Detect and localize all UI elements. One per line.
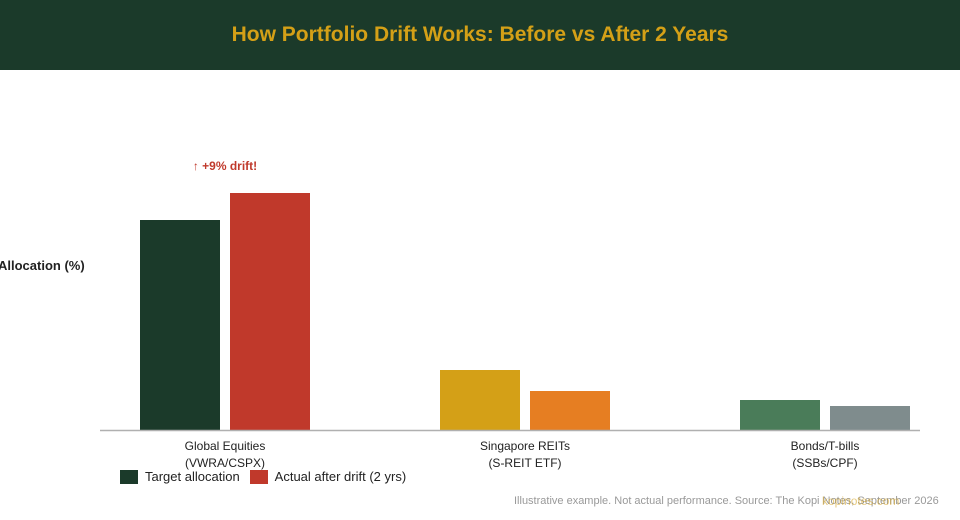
x-tick-label-1-1: (S-REIT ETF) bbox=[488, 456, 561, 470]
legend-item-actual: Actual after drift (2 yrs) bbox=[249, 469, 407, 484]
bar-actual-2 bbox=[830, 406, 910, 430]
bar-actual-1 bbox=[530, 391, 610, 430]
x-tick-label-2-1: (SSBs/CPF) bbox=[792, 456, 857, 470]
chart-title: How Portfolio Drift Works: Before vs Aft… bbox=[231, 23, 729, 46]
legend-item-target: Target allocation bbox=[120, 469, 240, 484]
legend-label-target: Target allocation bbox=[145, 469, 240, 484]
bar-target-1 bbox=[440, 370, 520, 430]
x-tick-label-0-0: Global Equities bbox=[185, 439, 266, 453]
bar-target-0 bbox=[140, 220, 220, 430]
watermark: kopinotes.com bbox=[822, 494, 900, 508]
bar-chart: Global Equities (VWRA/CSPX) Singapore REIT… bbox=[100, 159, 920, 470]
legend-label-actual: Actual after drift (2 yrs) bbox=[274, 469, 407, 484]
legend-swatch-actual bbox=[249, 469, 268, 484]
chart-header: How Portfolio Drift Works: Before vs Aft… bbox=[0, 0, 960, 70]
source-footnote: Illustrative example. Not actual perform… bbox=[514, 495, 939, 507]
x-tick-label-0-1: (VWRA/CSPX) bbox=[185, 456, 265, 470]
x-tick-label-1-0: Singapore REITs bbox=[480, 439, 570, 453]
y-axis-label: Allocation (%) bbox=[0, 258, 85, 273]
drift-annotation-0: ↑ +9% drift! bbox=[193, 159, 257, 173]
chart-legend: Target allocation Actual after drift (2 … bbox=[120, 469, 406, 484]
legend-swatch-target bbox=[120, 469, 138, 484]
x-tick-label-2-0: Bonds/T-bills bbox=[791, 439, 860, 453]
bar-target-2 bbox=[740, 400, 820, 430]
bar-actual-0 bbox=[230, 193, 310, 430]
